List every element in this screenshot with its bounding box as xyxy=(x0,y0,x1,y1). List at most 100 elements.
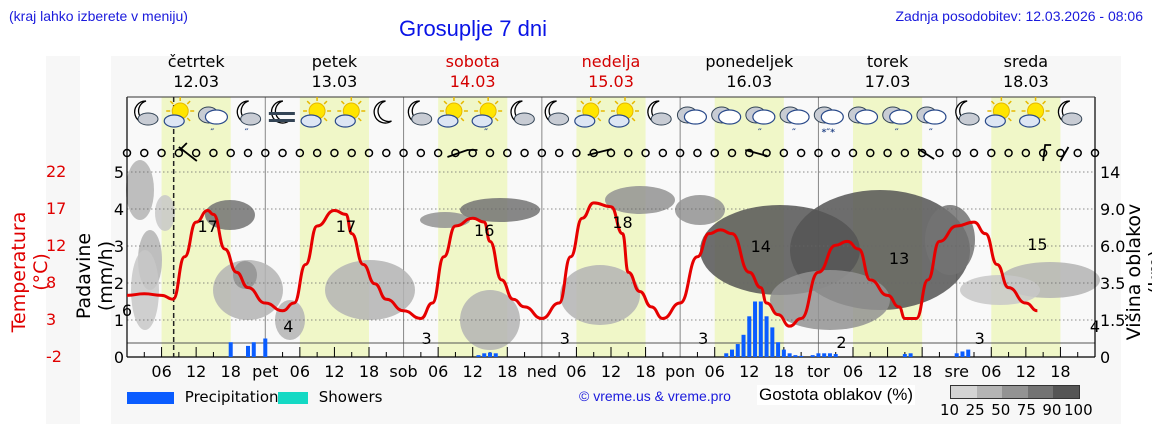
night-partly-cloudy-icon xyxy=(134,100,159,126)
temperature-label: 17 xyxy=(336,217,356,236)
legend-showers-label: Showers xyxy=(318,388,383,406)
wind-calm-icon xyxy=(312,148,322,158)
cloudy-icon xyxy=(848,106,879,125)
wind-calm-icon xyxy=(295,148,305,158)
precipitation-bar xyxy=(787,353,792,357)
cloud-density-area xyxy=(925,205,975,275)
x-tick-label: 12 xyxy=(186,362,206,381)
wind-calm-icon xyxy=(572,148,581,158)
x-tick-label: ned xyxy=(527,362,557,381)
copyright-link[interactable]: © vreme.us & vreme.pro xyxy=(579,388,731,404)
precipitation-bar xyxy=(822,353,827,357)
temperature-tick-label: 3 xyxy=(46,310,57,329)
wind-calm-icon xyxy=(520,148,529,158)
cloud-density-area xyxy=(560,265,640,325)
density-25 xyxy=(976,386,1003,398)
cloudy-rain-icon: ″ xyxy=(745,106,776,138)
precip-tick-label: 0 xyxy=(114,348,124,367)
x-tick-label: 18 xyxy=(635,362,655,381)
cloud-density-area xyxy=(605,186,675,214)
wind-calm-icon xyxy=(1056,148,1065,158)
wind-calm-icon xyxy=(693,148,702,158)
precipitation-bar xyxy=(476,355,481,357)
precip-tick-label: 1 xyxy=(114,311,124,330)
x-tick-label: 18 xyxy=(497,362,517,381)
x-tick-label: 06 xyxy=(290,362,310,381)
day-name: ponedeljek xyxy=(705,52,794,71)
x-tick-label: 06 xyxy=(705,362,725,381)
wind-barb-icon xyxy=(178,142,198,162)
sunny-cloudy-rain-icon: ″ xyxy=(471,97,503,138)
precipitation-bar xyxy=(482,353,487,357)
cloud-density-area xyxy=(675,195,725,225)
day-header-sobota: sobota 14.03 xyxy=(403,52,543,92)
wind-calm-icon xyxy=(416,148,426,158)
wind-calm-icon xyxy=(243,148,253,158)
day-date: 14.03 xyxy=(449,72,496,91)
precipitation-bar xyxy=(747,316,752,357)
cloudy-rain-icon: ″ xyxy=(882,106,913,138)
day-header-nedelja: nedelja 15.03 xyxy=(541,52,681,92)
temperature-label: 17 xyxy=(197,217,217,236)
day-name: četrtek xyxy=(167,52,225,71)
precipitation-bar xyxy=(902,354,907,357)
wind-calm-icon xyxy=(554,148,564,158)
cloud-density-area xyxy=(960,275,1040,305)
night-partly-cloudy-icon xyxy=(955,100,980,126)
wind-calm-icon xyxy=(330,148,339,158)
cloud-density-area xyxy=(213,260,283,320)
wind-calm-icon xyxy=(261,148,270,158)
cloud-density-area xyxy=(420,212,470,228)
x-tick-label: 06 xyxy=(843,362,863,381)
legend-precipitation-label: Precipitation xyxy=(184,388,279,406)
sunny-partly-cloudy-icon xyxy=(608,97,639,128)
wind-calm-icon xyxy=(382,148,391,158)
svg-text:″: ″ xyxy=(929,128,933,138)
night-partly-cloudy-icon xyxy=(510,100,535,126)
cloudy-icon xyxy=(711,106,742,125)
precipitation-bar xyxy=(246,345,250,357)
cloud-height-tick-label: 1.5 xyxy=(1100,311,1125,330)
density-tick-label: 10 xyxy=(940,401,960,419)
wind-calm-icon xyxy=(226,148,235,158)
x-tick-label: pon xyxy=(665,362,695,381)
day-header-petek: petek 13.03 xyxy=(264,52,404,92)
density-tick-label: 75 xyxy=(1016,401,1036,419)
day-name: petek xyxy=(311,52,358,71)
svg-text:″: ″ xyxy=(245,128,249,138)
temperature-label: 14 xyxy=(751,237,771,256)
sunny-partly-cloudy-icon xyxy=(1018,97,1050,128)
wind-calm-icon xyxy=(727,148,737,158)
precipitation-bar xyxy=(758,301,763,357)
temperature-label: 13 xyxy=(889,249,909,268)
precipitation-bar xyxy=(251,342,256,357)
precipitation-swatch xyxy=(127,391,174,404)
day-name: sreda xyxy=(1003,52,1049,71)
cloud-height-tick-label: 3.5 xyxy=(1100,274,1125,293)
cloudy-icon xyxy=(676,106,708,125)
x-tick-label: 18 xyxy=(912,362,932,381)
left-axis-panel xyxy=(46,56,80,424)
day-name: nedelja xyxy=(581,52,641,71)
density-tick-label: 90 xyxy=(1042,401,1062,419)
precipitation-bar xyxy=(799,355,804,357)
location-hint-link[interactable]: (kraj lahko izberete v meniju) xyxy=(9,8,188,24)
wind-calm-icon xyxy=(710,148,719,158)
day-name: sobota xyxy=(445,52,500,71)
day-header-četrtek: četrtek 12.03 xyxy=(126,52,266,92)
wind-calm-icon xyxy=(745,148,754,158)
wind-calm-icon xyxy=(209,148,218,158)
wind-calm-icon xyxy=(814,148,823,158)
cloud-density-label: Gostota oblakov (%) xyxy=(757,385,916,405)
wind-barb-icon xyxy=(917,148,935,160)
wind-calm-icon xyxy=(537,148,547,158)
x-tick-label: 06 xyxy=(566,362,586,381)
cloud-density-area xyxy=(460,290,520,350)
x-tick-label: sob xyxy=(389,362,417,381)
sunny-partly-cloudy-icon xyxy=(334,97,366,128)
day-date: 12.03 xyxy=(173,72,220,91)
day-date: 18.03 xyxy=(1002,72,1049,91)
page-title: Grosuplje 7 dni xyxy=(399,16,547,41)
cloud-height-tick-label: 14 xyxy=(1100,163,1120,182)
sunny-partly-cloudy-icon xyxy=(163,97,195,128)
